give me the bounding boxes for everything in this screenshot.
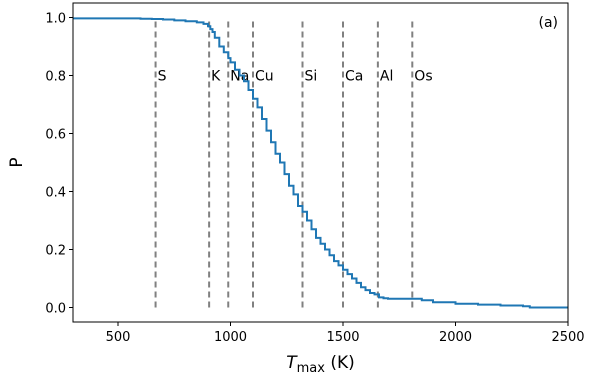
marker-label-si: Si (305, 69, 318, 85)
panel-label: (a) (538, 15, 558, 31)
x-tick-label: 2500 (551, 330, 584, 345)
series-line-0 (73, 17, 568, 309)
plot-frame (72, 2, 569, 323)
y-axis-title: P (7, 157, 27, 167)
x-tick-label: 1000 (214, 330, 247, 345)
x-axis-title: Tmax (K) (286, 353, 355, 376)
marker-label-ca: Ca (345, 69, 363, 85)
y-tick-label: 0.0 (45, 302, 66, 317)
x-axis-title-unit: (K) (325, 353, 355, 373)
x-tick-label: 500 (106, 330, 131, 345)
marker-label-cu: Cu (255, 69, 274, 85)
marker-label-os: Os (414, 69, 432, 85)
marker-label-s: S (158, 69, 167, 85)
y-tick-label: 0.4 (45, 186, 66, 201)
y-tick-label: 0.8 (45, 70, 66, 85)
plot-area: S K Na Cu Si Ca Al Os (73, 17, 568, 309)
x-tick-label: 2000 (439, 330, 472, 345)
axes: 500 1000 1500 2000 2500 0.0 0.2 0.4 0.6 0.8 1.0 (45, 12, 584, 346)
x-axis-title-symbol: T (286, 353, 298, 373)
marker-label-al: Al (380, 69, 393, 85)
x-tick-label: 1500 (326, 330, 359, 345)
y-tick-label: 1.0 (45, 12, 66, 27)
marker-label-k: K (211, 69, 221, 85)
x-axis-title-subscript: max (297, 361, 326, 376)
y-tick-label: 0.6 (45, 128, 66, 143)
y-tick-label: 0.2 (45, 244, 66, 259)
